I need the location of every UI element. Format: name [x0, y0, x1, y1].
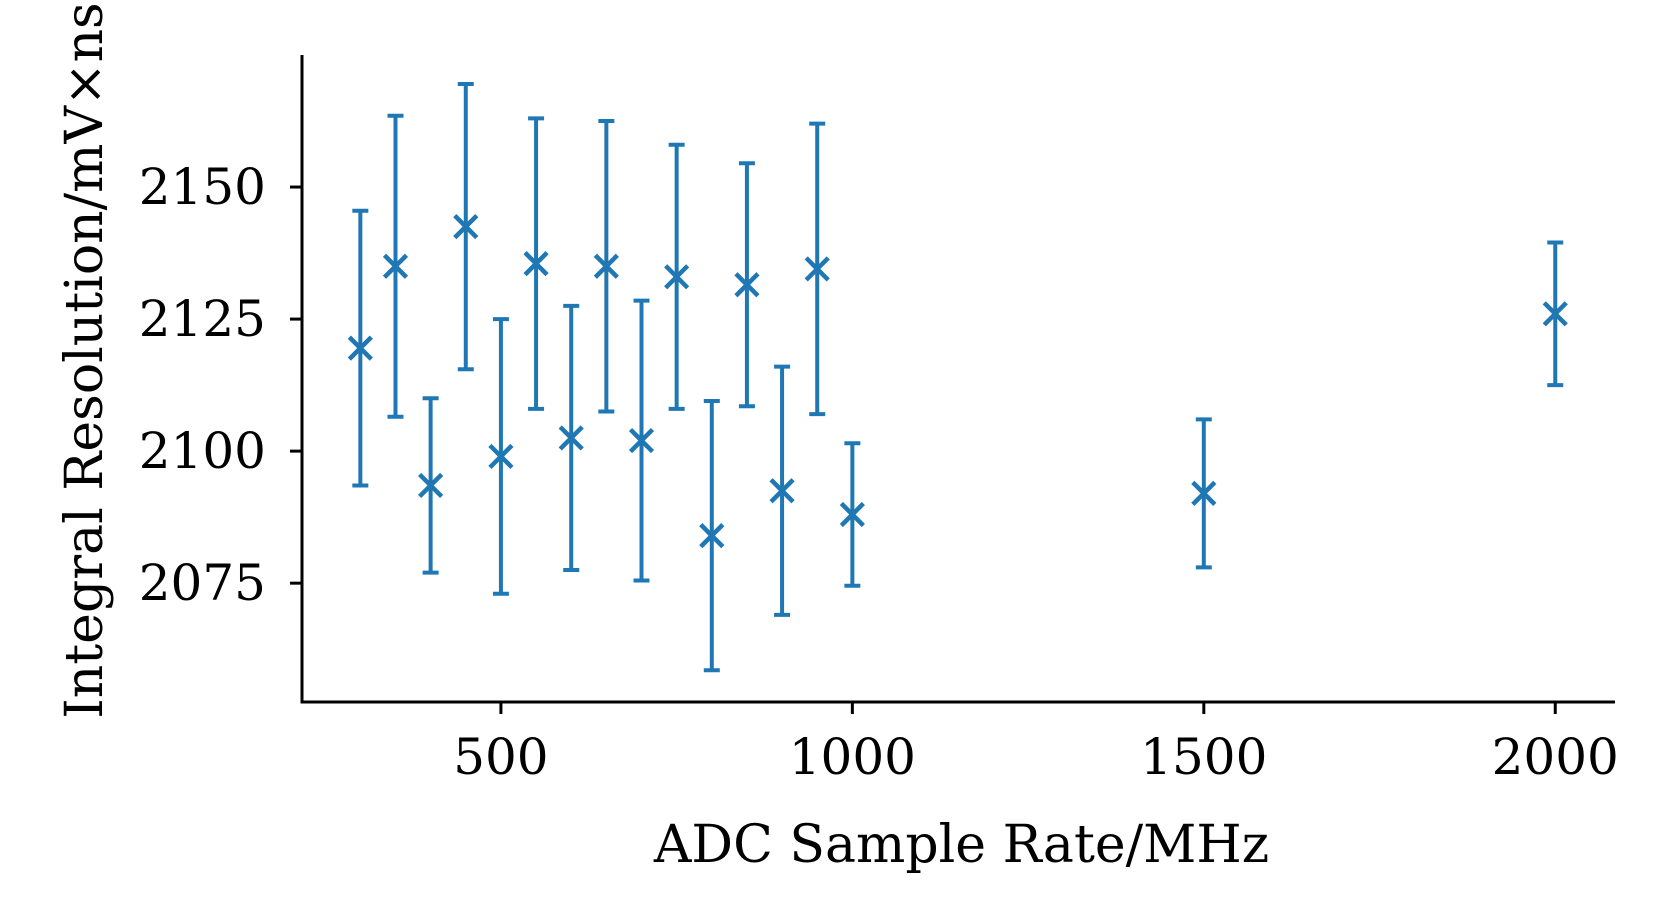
- x-marker-stroke: [453, 214, 479, 240]
- x-tick-label: 2000: [1492, 728, 1619, 786]
- x-tick-label: 500: [453, 728, 548, 786]
- y-axis-title: Integral Resolution/mV×ns: [55, 2, 115, 719]
- y-tick-label: 2150: [139, 158, 266, 216]
- x-tick-label: 1000: [789, 728, 916, 786]
- data-point: [664, 142, 690, 411]
- y-tick-label: 2125: [139, 290, 266, 348]
- x-marker-stroke: [1542, 301, 1568, 327]
- data-point: [1191, 417, 1217, 570]
- x-marker-stroke: [558, 425, 584, 451]
- x-marker-stroke: [664, 264, 690, 290]
- axes: [300, 55, 1615, 704]
- x-marker-stroke: [382, 253, 409, 279]
- data-point: [1542, 240, 1568, 388]
- data-point: [628, 298, 655, 583]
- x-marker-stroke: [839, 501, 865, 528]
- data-point: [558, 303, 584, 572]
- x-marker-stroke: [418, 472, 444, 499]
- x-marker-stroke: [628, 427, 655, 454]
- data-point: [839, 441, 865, 588]
- data-point: [769, 364, 795, 617]
- ticks: 500 1000 1500 2000 2075 2100 2125 2150: [139, 158, 1619, 786]
- x-axis-title: ADC Sample Rate/MHz: [653, 815, 1269, 875]
- data-point: [593, 119, 619, 414]
- y-tick-label: 2100: [139, 422, 266, 480]
- x-marker-stroke: [804, 256, 830, 282]
- x-marker-stroke: [1191, 480, 1217, 506]
- data-point: [418, 396, 444, 575]
- x-marker-stroke: [734, 272, 760, 298]
- x-marker-stroke: [523, 251, 549, 277]
- data-point: [699, 398, 725, 673]
- data-point: [347, 208, 373, 488]
- data-point: [734, 161, 760, 409]
- x-marker-stroke: [347, 335, 373, 361]
- data-series: [347, 82, 1568, 673]
- x-tick-label: 1500: [1140, 728, 1267, 786]
- x-marker-stroke: [488, 443, 514, 469]
- data-point: [453, 82, 479, 372]
- x-marker-stroke: [593, 253, 619, 279]
- x-marker-stroke: [699, 523, 725, 549]
- x-marker-stroke: [769, 478, 795, 504]
- data-point: [523, 116, 549, 411]
- data-point: [382, 113, 409, 419]
- y-tick-label: 2075: [139, 554, 266, 612]
- data-point: [804, 121, 830, 417]
- data-point: [488, 317, 514, 596]
